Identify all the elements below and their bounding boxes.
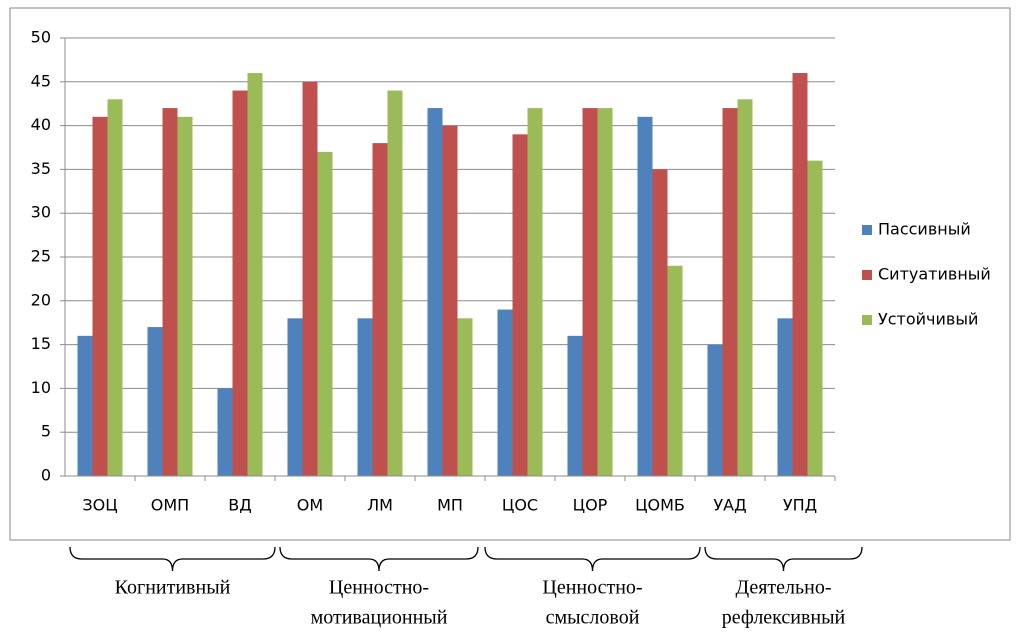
bar: [707, 344, 723, 476]
bar: [792, 73, 808, 476]
bar: [722, 108, 738, 476]
x-tick-label: ВД: [228, 496, 251, 515]
group-label: Ценностно-: [542, 577, 642, 599]
y-tick-label: 35: [31, 159, 51, 178]
x-tick-label: МП: [437, 496, 463, 515]
bar: [287, 318, 303, 476]
legend-label: Ситуативный: [878, 265, 991, 284]
y-tick-label: 30: [31, 203, 51, 222]
y-tick-label: 20: [31, 290, 51, 309]
bar: [217, 388, 233, 476]
group-label: Когнитивный: [115, 577, 231, 599]
group-label: мотивационный: [311, 607, 448, 629]
group-brace: [279, 546, 479, 572]
bar: [497, 309, 513, 476]
bar: [387, 90, 403, 476]
group-brace: [484, 546, 701, 572]
y-tick-label: 25: [31, 247, 51, 266]
bar: [247, 73, 263, 476]
bar: [667, 265, 683, 476]
group-label: Ценностно-: [329, 577, 429, 599]
x-tick-label: ОМП: [151, 496, 189, 515]
group-brace: [704, 546, 863, 572]
bar: [807, 160, 823, 476]
bar: [162, 108, 178, 476]
group-label: смысловой: [546, 607, 640, 629]
group-brace: [69, 546, 276, 572]
bar: [737, 99, 753, 476]
bar: [177, 116, 193, 476]
x-tick-label: ЦОР: [573, 496, 608, 515]
group-label: Деятельно-: [735, 577, 831, 599]
bar: [527, 108, 543, 476]
y-tick-label: 0: [41, 466, 51, 485]
x-tick-label: ОМ: [297, 496, 323, 515]
bar: [582, 108, 598, 476]
bar: [427, 108, 443, 476]
x-tick-label: ЦОМБ: [635, 496, 685, 515]
bar: [302, 81, 318, 477]
bar: [357, 318, 373, 476]
bar: [372, 143, 388, 476]
x-tick-label: ЛМ: [367, 496, 393, 515]
y-tick-label: 15: [31, 334, 51, 353]
bar: [147, 327, 163, 476]
bar: [92, 116, 108, 476]
y-tick-label: 45: [31, 71, 51, 90]
bar: [77, 335, 93, 476]
x-tick-label: ЦОС: [502, 496, 538, 515]
bar: [652, 169, 668, 476]
y-tick-label: 10: [31, 378, 51, 397]
legend-swatch: [862, 270, 872, 280]
legend-swatch: [862, 225, 872, 235]
y-tick-label: 40: [31, 115, 51, 134]
bar: [597, 108, 613, 476]
bar: [512, 134, 528, 477]
group-label: рефлексивный: [722, 607, 846, 629]
bar: [442, 125, 458, 476]
y-tick-label: 50: [31, 28, 51, 47]
x-tick-label: ЗОЦ: [82, 496, 117, 515]
bar: [107, 99, 123, 476]
bar: [457, 318, 473, 476]
bar: [637, 116, 653, 476]
legend-label: Пассивный: [878, 220, 971, 239]
legend-swatch: [862, 315, 872, 325]
bar: [567, 335, 583, 476]
x-tick-label: УАД: [713, 496, 746, 515]
bar: [232, 90, 248, 476]
legend-label: Устойчивый: [878, 310, 978, 329]
bar: [317, 151, 333, 476]
x-tick-label: УПД: [783, 496, 817, 515]
y-tick-label: 5: [41, 422, 51, 441]
bar: [777, 318, 793, 476]
